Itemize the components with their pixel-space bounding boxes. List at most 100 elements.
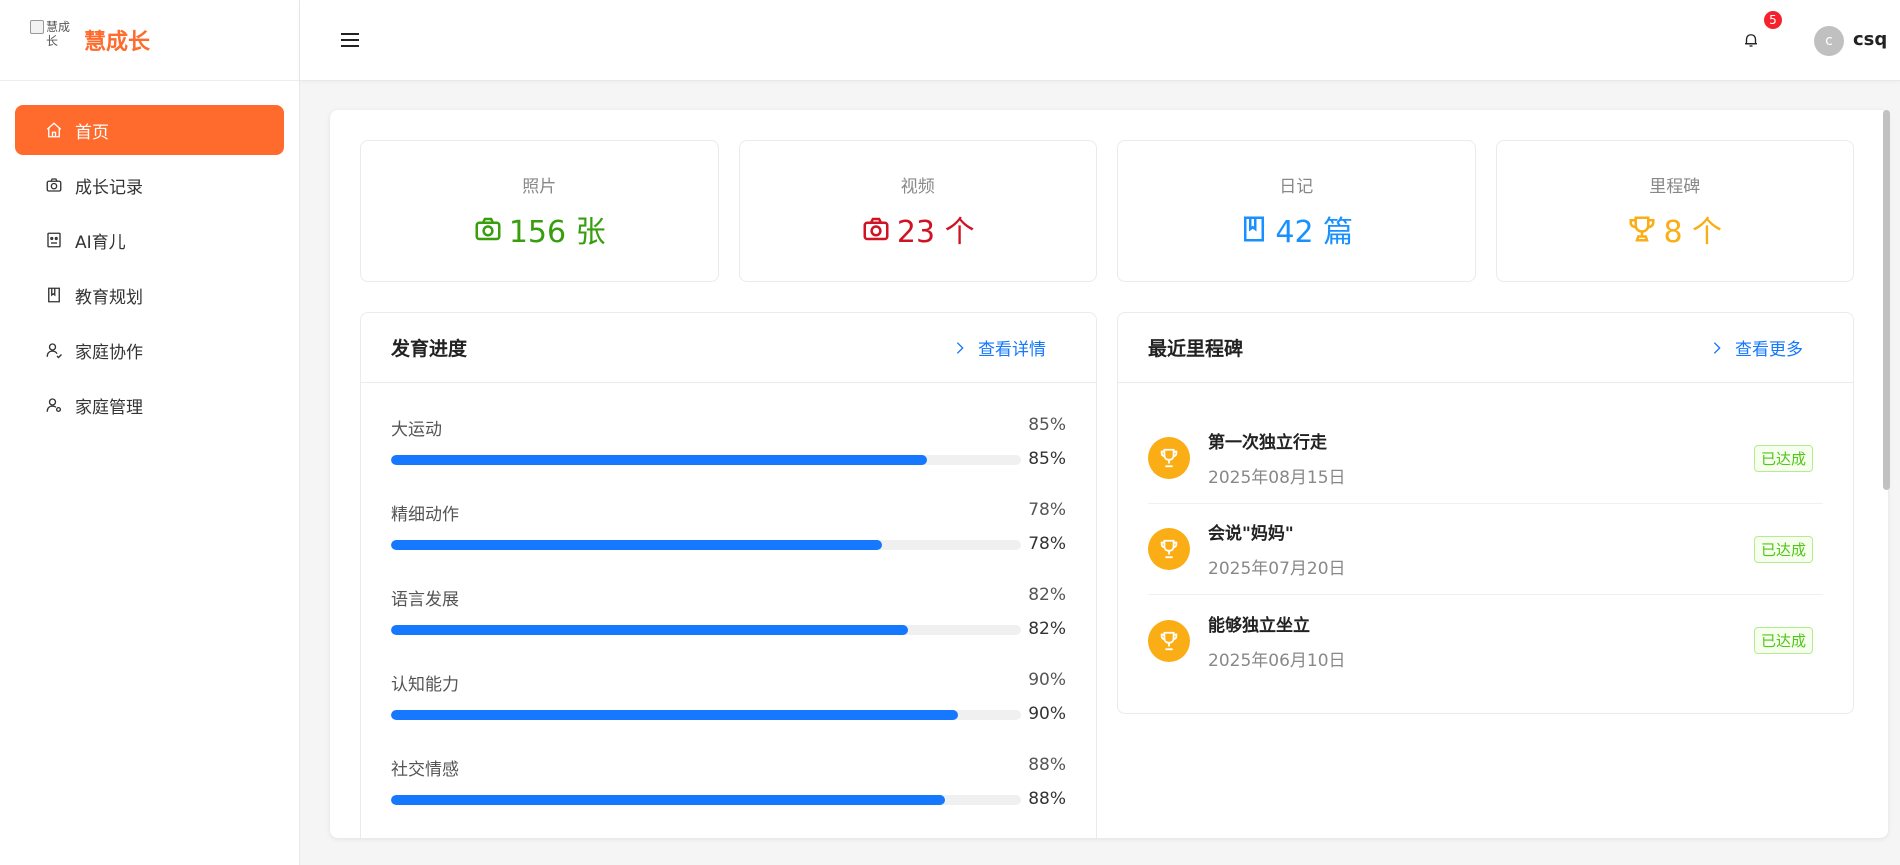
sidebar-item-home[interactable]: 首页: [15, 105, 284, 155]
milestone-date: 2025年08月15日: [1208, 468, 1346, 488]
progress-track: [391, 455, 1021, 465]
progress-label: 认知能力: [391, 675, 459, 695]
milestone-title: 第一次独立行走: [1208, 433, 1327, 453]
video-camera-icon: [863, 217, 889, 240]
panel-header: 最近里程碑 查看更多: [1118, 313, 1853, 383]
panel-title: 发育进度: [391, 338, 468, 360]
milestone-date: 2025年07月20日: [1208, 559, 1346, 579]
sidebar-item-label: 家庭管理: [75, 397, 143, 418]
milestone-date: 2025年06月10日: [1208, 650, 1346, 671]
progress-fill: [391, 455, 927, 465]
progress-percent: 90%: [1028, 704, 1066, 724]
camera-icon: [45, 176, 63, 194]
status-badge: 已达成: [1753, 535, 1813, 563]
vertical-scrollbar[interactable]: [1883, 110, 1890, 838]
notification-button[interactable]: [1742, 30, 1762, 52]
progress-fill: [391, 795, 946, 805]
camera-icon: [475, 217, 501, 240]
team-icon: [45, 341, 63, 359]
progress-percent-label: 82%: [1028, 585, 1066, 605]
progress-item: 社交情感 88% 88%: [391, 749, 1066, 834]
stat-value-text: 156 张: [508, 214, 606, 250]
dashboard-panel: 照片 156 张 视频 23 个 日记 42 篇 里程碑 8 个: [330, 110, 1888, 838]
home-icon: [45, 121, 63, 139]
progress-percent: 82%: [1028, 619, 1066, 639]
progress-item: 语言发展 82% 82%: [391, 579, 1066, 664]
book-icon: [1244, 216, 1265, 241]
avatar[interactable]: c: [1814, 26, 1844, 56]
stat-value: 8 个: [1627, 207, 1722, 251]
sidebar-item-label: 家庭协作: [75, 342, 143, 363]
progress-percent: 78%: [1028, 534, 1066, 554]
panel-title: 最近里程碑: [1148, 338, 1244, 360]
progress-label: 大运动: [391, 420, 442, 440]
milestone-item[interactable]: 能够独立坐立 2025年06月10日 已达成: [1148, 595, 1823, 686]
sidebar-item-ai-parenting[interactable]: AI育儿: [15, 215, 284, 265]
trophy-icon: [1148, 619, 1190, 662]
stat-card-diaries[interactable]: 日记 42 篇: [1117, 140, 1476, 282]
stat-value-text: 42 篇: [1275, 214, 1354, 250]
menu-toggle-button[interactable]: [338, 28, 362, 52]
progress-item: 认知能力 90% 90%: [391, 664, 1066, 749]
milestone-item[interactable]: 会说"妈妈" 2025年07月20日 已达成: [1148, 504, 1823, 595]
broken-image-icon: [30, 20, 44, 34]
stat-value-text: 8 个: [1663, 214, 1723, 250]
progress-fill: [391, 540, 883, 550]
stat-value: 23 个: [861, 207, 975, 251]
stat-card-videos[interactable]: 视频 23 个: [738, 140, 1097, 282]
trophy-icon: [1629, 216, 1655, 241]
username[interactable]: csq: [1853, 29, 1888, 50]
progress-percent-label: 78%: [1028, 500, 1066, 520]
sidebar-item-label: 首页: [75, 122, 109, 143]
status-badge: 已达成: [1753, 627, 1813, 654]
view-details-link[interactable]: 查看详情: [952, 335, 1046, 360]
stat-card-milestones[interactable]: 里程碑 8 个: [1495, 140, 1854, 282]
progress-percent: 88%: [1028, 789, 1066, 809]
panel-header: 发育进度 查看详情: [361, 313, 1096, 383]
robot-icon: [45, 231, 63, 249]
stat-card-photos[interactable]: 照片 156 张: [360, 140, 719, 282]
bell-icon: [1745, 34, 1757, 47]
progress-percent-label: 85%: [1028, 415, 1066, 435]
milestone-title: 会说"妈妈": [1208, 524, 1294, 544]
stat-label: 照片: [522, 176, 557, 197]
progress-percent-label: 88%: [1028, 755, 1066, 775]
scrollbar-thumb[interactable]: [1883, 110, 1890, 490]
sidebar-item-education-planning[interactable]: 教育规划: [15, 270, 284, 320]
progress-item: 大运动 85% 85%: [391, 409, 1066, 494]
logo-area: 慧成长 慧成长: [0, 0, 299, 81]
hamburger-icon: [341, 33, 359, 47]
sidebar-menu: 首页 成长记录 AI育儿 教育规划 家庭协作: [0, 81, 299, 459]
link-label: 查看更多: [1735, 340, 1803, 360]
stat-value-text: 23 个: [896, 214, 975, 250]
link-label: 查看详情: [978, 340, 1046, 360]
logo-image[interactable]: 慧成长: [30, 20, 70, 60]
sidebar-item-family-collaboration[interactable]: 家庭协作: [15, 325, 284, 375]
milestone-text: 能够独立坐立 2025年06月10日: [1208, 611, 1754, 671]
milestone-item[interactable]: 第一次独立行走 2025年08月15日 已达成: [1148, 413, 1823, 504]
view-more-link[interactable]: 查看更多: [1709, 335, 1803, 360]
progress-track: [391, 795, 1021, 805]
milestone-list: 第一次独立行走 2025年08月15日 已达成 会说"妈妈" 2025年07月20日 已达…: [1118, 383, 1853, 686]
stat-label: 视频: [900, 176, 935, 197]
progress-percent-label: 90%: [1028, 670, 1066, 690]
progress-track: [391, 625, 1021, 635]
notification-badge: 5: [1764, 11, 1782, 29]
milestone-title: 能够独立坐立: [1208, 615, 1310, 636]
progress-label: 精细动作: [391, 505, 459, 525]
logo-alt-text: 慧成长: [46, 20, 70, 48]
stat-value: 156 张: [473, 207, 606, 251]
sidebar-item-growth-records[interactable]: 成长记录: [15, 160, 284, 210]
development-progress-panel: 发育进度 查看详情 大运动 85% 85% 精细动作 78% 78% 语言发展 82% 82% 认…: [360, 312, 1097, 838]
progress-track: [391, 540, 1021, 550]
milestone-text: 第一次独立行走 2025年08月15日: [1208, 428, 1754, 488]
progress-fill: [391, 625, 908, 635]
stats-row: 照片 156 张 视频 23 个 日记 42 篇 里程碑 8 个: [360, 140, 1854, 282]
chevron-right-icon: [956, 341, 964, 354]
user-settings-icon: [45, 396, 63, 414]
sidebar-item-family-management[interactable]: 家庭管理: [15, 380, 284, 430]
app-title[interactable]: 慧成长: [84, 30, 151, 55]
sidebar-item-label: 成长记录: [75, 177, 143, 198]
progress-percent: 85%: [1028, 449, 1066, 469]
progress-label: 社交情感: [391, 760, 459, 780]
